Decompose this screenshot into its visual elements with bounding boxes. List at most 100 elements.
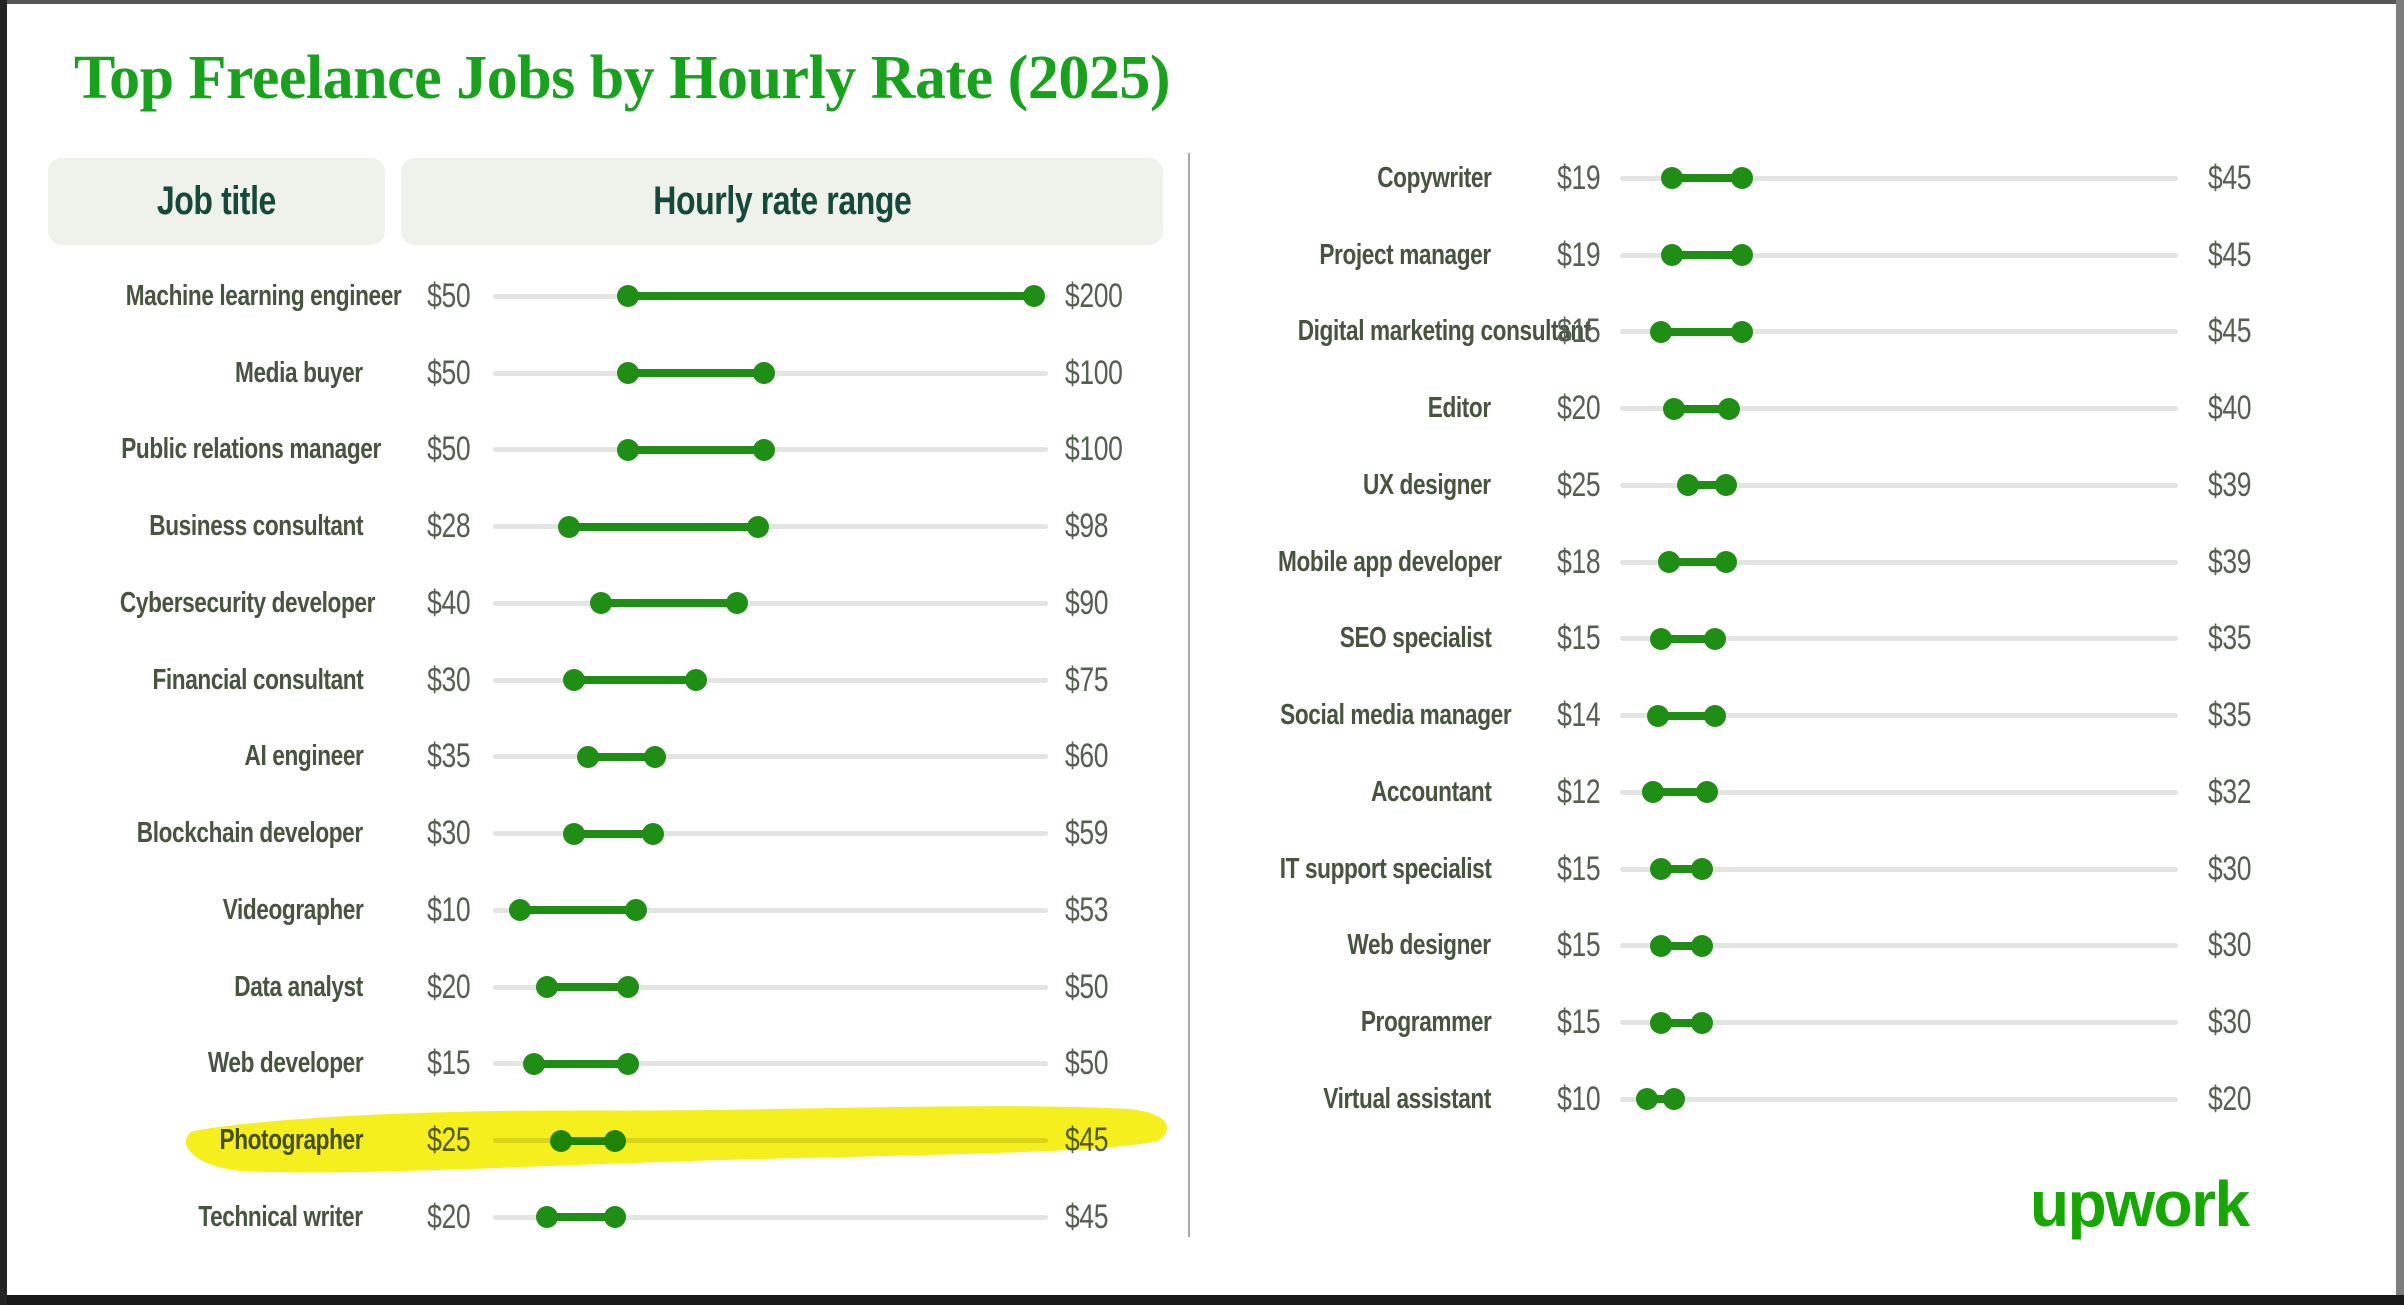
range-track-line (1620, 406, 2178, 412)
max-dot (747, 515, 770, 538)
min-dot (509, 899, 532, 922)
left-rows: Machine learning engineer $50 $200 Media bu… (48, 258, 1163, 1256)
min-price-cell: $15 (363, 1044, 470, 1083)
max-price-label: $39 (2208, 465, 2252, 504)
max-price-label: $53 (1065, 890, 1109, 929)
range-track (493, 719, 1048, 796)
range-track-line (1620, 713, 2178, 719)
min-dot (1647, 704, 1670, 727)
range-connector (601, 599, 737, 608)
max-price-cell: $32 (2178, 773, 2365, 812)
max-price-cell: $39 (2178, 466, 2365, 505)
max-price-label: $50 (1065, 967, 1109, 1006)
max-price-cell: $45 (2178, 159, 2365, 198)
job-label-cell: Cybersecurity developer (48, 587, 375, 620)
table-row: Virtual assistant $10 $20 (1215, 1061, 2365, 1138)
range-track (1620, 370, 2178, 447)
column-divider (1188, 153, 1190, 1237)
max-dot (603, 1129, 626, 1152)
max-price-cell: $98 (1048, 507, 1163, 546)
max-dot (1731, 244, 1754, 267)
min-price-cell: $15 (1491, 850, 1600, 889)
max-price-label: $35 (2208, 696, 2252, 735)
max-price-label: $35 (2208, 619, 2252, 658)
table-row: Digital marketing consultant $15 $45 (1215, 294, 2365, 371)
min-price-cell: $12 (1491, 773, 1600, 812)
table-row: Web designer $15 $30 (1215, 908, 2365, 985)
job-label: Project manager (1319, 238, 1492, 271)
range-track-line (1620, 1096, 2178, 1102)
max-price-label: $30 (2208, 926, 2252, 965)
range-track (1620, 754, 2178, 831)
table-row: Copywriter $19 $45 (1215, 140, 2365, 217)
range-track-line (493, 1061, 1048, 1067)
min-price-label: $15 (1556, 926, 1600, 965)
max-dot (1663, 1088, 1686, 1111)
range-connector (1647, 1095, 1675, 1104)
min-price-cell: $30 (363, 661, 470, 700)
range-connector (1660, 865, 1702, 874)
max-dot (1731, 167, 1754, 190)
min-price-cell: $50 (363, 277, 470, 316)
max-price-label: $98 (1065, 507, 1109, 546)
max-price-cell: $45 (2178, 312, 2365, 351)
job-label: Digital marketing consultant (1297, 315, 1592, 348)
job-label-cell: Accountant (1215, 776, 1491, 809)
max-price-cell: $200 (1048, 277, 1163, 316)
min-price-cell: $20 (1491, 389, 1600, 428)
min-dot (536, 976, 559, 999)
range-track-line (1620, 329, 2178, 335)
min-dot (563, 669, 586, 692)
range-track-line (493, 984, 1048, 990)
frame-edge-top (0, 0, 2404, 4)
table-row: Media buyer $50 $100 (48, 335, 1163, 412)
table-row: UX designer $25 $39 (1215, 447, 2365, 524)
max-price-cell: $50 (1048, 968, 1163, 1007)
job-label-cell: Project manager (1215, 238, 1492, 272)
max-price-cell: $100 (1048, 430, 1163, 469)
min-price-label: $20 (1556, 389, 1600, 428)
min-dot (1663, 397, 1686, 420)
max-price-cell: $50 (1048, 1044, 1163, 1083)
min-price-cell: $50 (363, 430, 470, 469)
job-label: Mobile app developer (1278, 545, 1502, 578)
min-dot (1636, 1088, 1659, 1111)
range-connector (574, 676, 697, 685)
range-track (493, 1026, 1048, 1103)
job-label: UX designer (1363, 468, 1491, 501)
max-price-label: $59 (1065, 814, 1109, 853)
min-price-label: $12 (1556, 772, 1600, 811)
range-track (493, 642, 1048, 719)
min-dot (1677, 474, 1700, 497)
max-price-label: $45 (1065, 1121, 1109, 1160)
job-label-cell: Web developer (48, 1047, 364, 1080)
job-label-cell: Social media manager (1215, 699, 1511, 732)
min-price-label: $20 (426, 1197, 470, 1236)
max-dot (725, 592, 748, 615)
min-dot (617, 438, 640, 461)
range-track-line (1620, 559, 2178, 565)
max-price-label: $45 (1065, 1197, 1109, 1236)
job-label: Programmer (1360, 1006, 1491, 1039)
range-track (1620, 984, 2178, 1061)
min-price-cell: $15 (1491, 926, 1600, 965)
range-connector (1668, 558, 1727, 567)
range-connector (1660, 941, 1702, 950)
max-price-label: $20 (2208, 1079, 2252, 1118)
job-label-cell: Data analyst (48, 971, 363, 1004)
max-dot (603, 1206, 626, 1229)
job-label-cell: Web designer (1215, 929, 1492, 962)
max-dot (752, 362, 775, 385)
range-track (493, 565, 1048, 642)
min-dot (536, 1206, 559, 1229)
job-label-cell: Public relations manager (48, 433, 381, 466)
job-label-cell: Videographer (48, 894, 363, 927)
min-dot (617, 362, 640, 385)
max-price-cell: $90 (1048, 584, 1163, 623)
frame-edge-left (0, 0, 7, 1305)
max-price-label: $45 (2208, 312, 2252, 351)
min-dot (549, 1129, 572, 1152)
range-connector (1658, 711, 1716, 720)
job-label-cell: Copywriter (1215, 162, 1492, 195)
min-price-label: $10 (426, 890, 470, 929)
